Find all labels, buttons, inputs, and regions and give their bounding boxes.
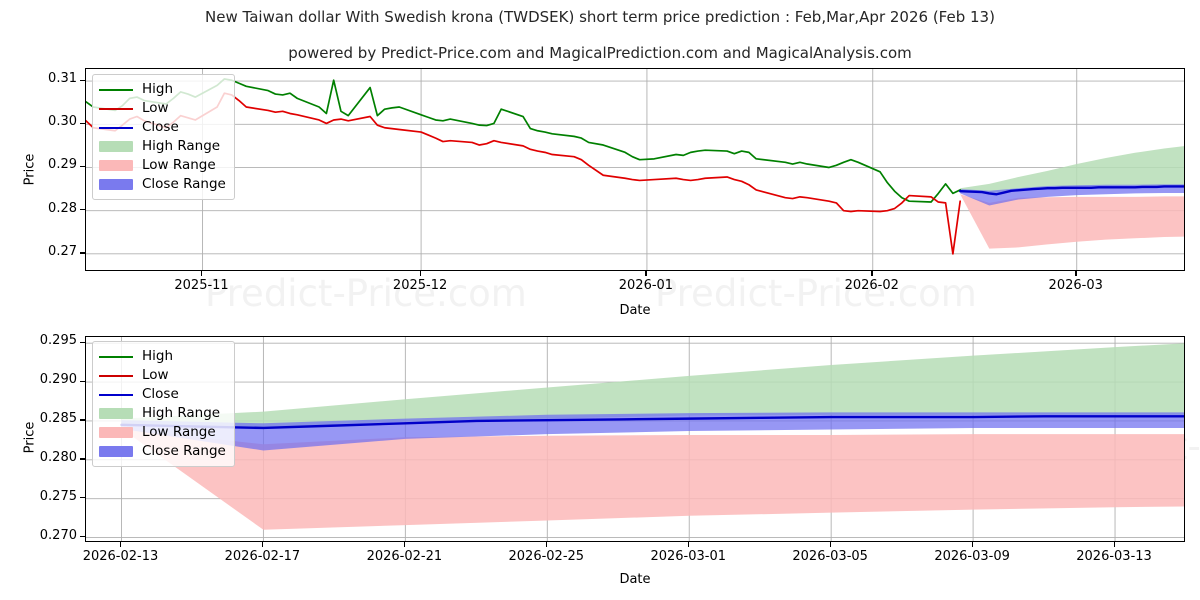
forecast-y-tick-label: 0.295 (39, 333, 77, 349)
overview-x-tick-label: 2026-01 (618, 278, 674, 293)
legend-item-label: Close Range (142, 176, 226, 192)
overview-x-tick-label: 2025-12 (392, 278, 448, 293)
forecast-chart-svg (86, 337, 1184, 541)
legend-item-label: Close (142, 386, 179, 402)
overview-y-tick-label: 0.28 (48, 200, 77, 216)
overview-y-tick-label: 0.31 (48, 71, 77, 87)
legend-item-high[interactable]: High (99, 347, 226, 366)
forecast-x-tick-mark (1113, 542, 1115, 547)
forecast-x-tick-mark (687, 542, 690, 547)
chart-forecast-plot-area (85, 336, 1185, 542)
legend-item-close-range[interactable]: Close Range (99, 175, 226, 194)
legend-swatch-line-icon (99, 122, 133, 134)
overview-x-tick-mark (871, 271, 873, 276)
legend-item-label: Low Range (142, 157, 216, 173)
forecast-x-tick-label: 2026-03-09 (934, 549, 1010, 564)
legend-item-low[interactable]: Low (99, 99, 226, 118)
legend-item-label: Close (142, 119, 179, 135)
forecast-y-tick-label: 0.275 (39, 488, 77, 504)
legend-item-high[interactable]: High (99, 80, 226, 99)
overview-x-tick-mark (419, 271, 421, 276)
overview-y-tick-mark (80, 209, 85, 211)
legend-swatch-patch-icon (99, 141, 133, 152)
forecast-x-tick-label: 2026-02-13 (82, 549, 159, 564)
legend-item-label: Low (142, 367, 169, 383)
forecast-y-tick-mark (80, 380, 85, 382)
legend-item-close-range[interactable]: Close Range (99, 442, 226, 461)
forecast-y-tick-label: 0.290 (39, 372, 77, 388)
forecast-legend: High Low Close High Range Low Range Close Ran… (92, 341, 235, 467)
overview-y-tick-mark (80, 252, 85, 254)
legend-item-label: High (142, 81, 174, 97)
legend-item-high-range[interactable]: High Range (99, 137, 226, 156)
forecast-x-tick-mark (261, 542, 264, 547)
legend-item-low[interactable]: Low (99, 366, 226, 385)
overview-x-axis-label: Date (619, 303, 651, 318)
overview-y-tick-mark (80, 165, 85, 168)
legend-swatch-line-icon (99, 389, 133, 401)
overview-x-tick-label: 2025-11 (174, 278, 229, 293)
legend-swatch-patch-icon (99, 427, 133, 438)
legend-item-low-range[interactable]: Low Range (99, 423, 226, 442)
legend-item-label: High (142, 348, 174, 364)
forecast-x-tick-label: 2026-02-21 (366, 549, 443, 564)
overview-chart-svg (86, 69, 1184, 270)
overview-y-tick-mark (80, 79, 85, 81)
overview-legend: High Low Close High Range Low Range Close Ran… (92, 74, 235, 200)
page-title: New Taiwan dollar With Swedish krona (TW… (205, 8, 995, 26)
forecast-x-tick-label: 2026-03-13 (1076, 549, 1152, 564)
legend-item-label: High Range (142, 138, 221, 154)
legend-item-label: Low (142, 100, 169, 116)
forecast-x-tick-mark (545, 542, 548, 547)
legend-item-label: Close Range (142, 443, 226, 459)
legend-item-label: High Range (142, 405, 221, 421)
legend-swatch-patch-icon (99, 408, 133, 419)
forecast-y-tick-mark (80, 497, 85, 499)
legend-swatch-patch-icon (99, 179, 133, 190)
legend-swatch-patch-icon (99, 446, 133, 457)
chart-overview-plot-area (85, 68, 1185, 271)
forecast-y-tick-label: 0.280 (39, 449, 77, 465)
legend-item-low-range[interactable]: Low Range (99, 156, 226, 175)
legend-swatch-line-icon (99, 370, 133, 382)
overview-y-tick-label: 0.30 (48, 114, 77, 130)
overview-y-tick-mark (80, 122, 85, 125)
legend-item-close[interactable]: Close (99, 118, 226, 137)
forecast-x-tick-label: 2026-03-01 (650, 549, 726, 564)
forecast-x-tick-label: 2026-02-25 (508, 549, 585, 564)
forecast-y-tick-label: 0.270 (39, 527, 77, 543)
forecast-y-tick-label: 0.285 (39, 410, 77, 426)
forecast-x-tick-mark (403, 542, 406, 547)
forecast-x-tick-mark (119, 542, 122, 547)
legend-swatch-line-icon (99, 351, 133, 363)
legend-swatch-patch-icon (99, 160, 133, 171)
page-subtitle: powered by Predict-Price.com and Magical… (288, 44, 912, 62)
legend-swatch-line-icon (99, 103, 133, 115)
overview-y-tick-label: 0.27 (48, 243, 77, 259)
forecast-y-tick-mark (80, 536, 85, 538)
forecast-x-axis-label: Date (619, 572, 651, 587)
forecast-x-tick-mark (829, 542, 831, 547)
legend-item-high-range[interactable]: High Range (99, 404, 226, 423)
forecast-y-tick-mark (80, 341, 85, 344)
legend-item-label: Low Range (142, 424, 216, 440)
legend-swatch-line-icon (99, 84, 133, 96)
legend-item-close[interactable]: Close (99, 385, 226, 404)
overview-y-tick-label: 0.29 (48, 157, 77, 173)
forecast-x-tick-label: 2026-03-05 (792, 549, 868, 564)
forecast-y-tick-mark (80, 419, 85, 421)
overview-x-tick-label: 2026-02 (844, 278, 899, 293)
overview-x-tick-mark (645, 271, 647, 276)
forecast-x-tick-mark (971, 542, 973, 547)
forecast-x-tick-label: 2026-02-17 (224, 549, 301, 564)
overview-x-tick-label: 2026-03 (1048, 278, 1103, 293)
overview-x-tick-mark (1075, 271, 1077, 276)
forecast-y-axis-label: Price (22, 421, 38, 454)
forecast-y-tick-mark (80, 458, 85, 460)
overview-x-tick-mark (201, 271, 203, 276)
